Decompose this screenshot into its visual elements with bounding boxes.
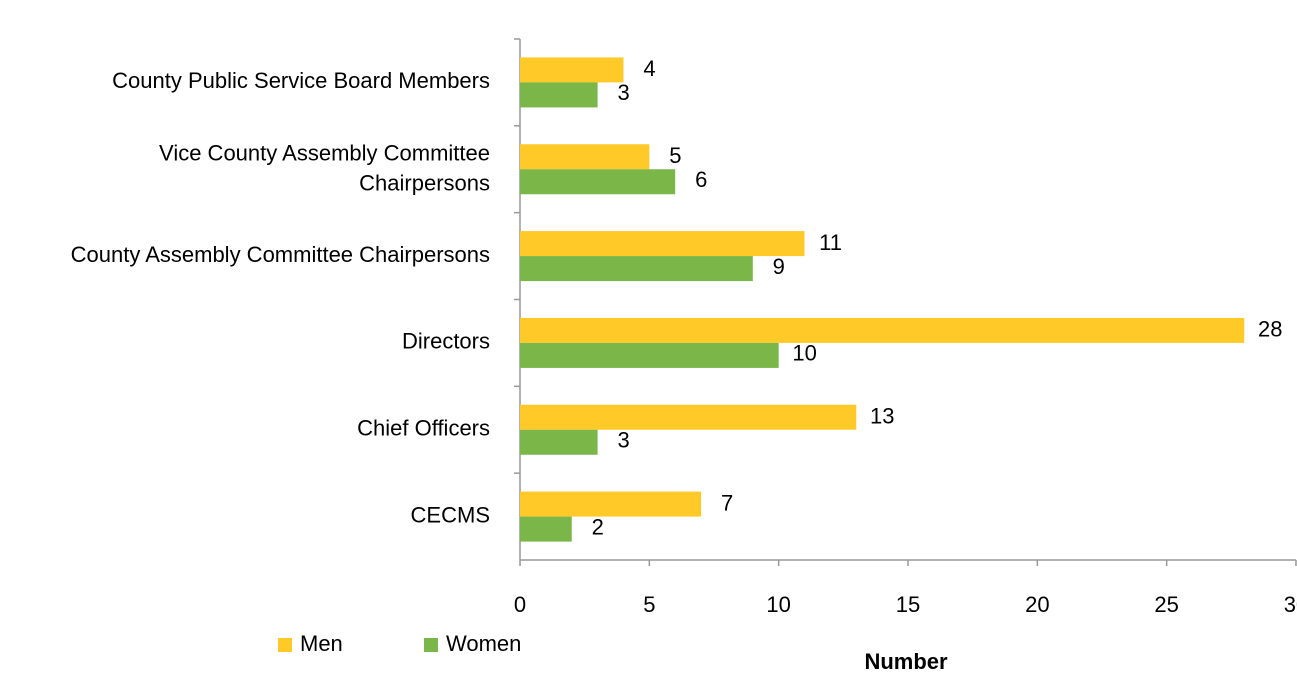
data-label: 28	[1258, 317, 1282, 342]
y-tick-label: Vice County Assembly Committee Chairperso…	[159, 140, 490, 195]
x-tick-label: 25	[1154, 592, 1178, 617]
data-label: 4	[643, 56, 655, 81]
y-tick-label: County Public Service Board Members	[112, 68, 490, 93]
data-label: 9	[773, 254, 785, 279]
bar	[520, 57, 624, 83]
data-label: 7	[721, 490, 733, 515]
x-tick-label: 30	[1284, 592, 1297, 617]
data-label: 13	[870, 404, 894, 429]
data-label: 10	[792, 341, 816, 366]
legend-label: Men	[300, 631, 343, 656]
bar	[520, 169, 676, 195]
x-tick-label: 20	[1025, 592, 1049, 617]
bar	[520, 256, 753, 282]
y-tick-label: CECMS	[411, 502, 490, 527]
x-tick-label: 5	[643, 592, 655, 617]
legend-swatch	[278, 638, 292, 652]
bar	[520, 82, 598, 108]
y-tick-label: Chief Officers	[357, 416, 490, 441]
y-tick-label: Directors	[402, 329, 490, 354]
x-tick-label: 10	[766, 592, 790, 617]
x-tick-label: 15	[896, 592, 920, 617]
legend-swatch	[424, 638, 438, 652]
y-tick-label: County Assembly Committee Chairpersons	[71, 242, 490, 267]
bar	[520, 342, 779, 368]
bar	[520, 516, 572, 542]
x-tick-label: 0	[514, 592, 526, 617]
x-axis-title: Number	[864, 649, 948, 674]
data-label: 5	[669, 143, 681, 168]
data-label: 3	[617, 80, 629, 105]
data-label: 3	[617, 428, 629, 453]
legend-label: Women	[446, 631, 521, 656]
bar	[520, 404, 857, 430]
bar	[520, 491, 702, 517]
data-label: 6	[695, 167, 707, 192]
data-label: 2	[592, 514, 604, 539]
bar	[520, 317, 1245, 343]
bar	[520, 429, 598, 455]
data-label: 11	[819, 230, 842, 255]
bar	[520, 231, 805, 257]
bar	[520, 144, 650, 170]
